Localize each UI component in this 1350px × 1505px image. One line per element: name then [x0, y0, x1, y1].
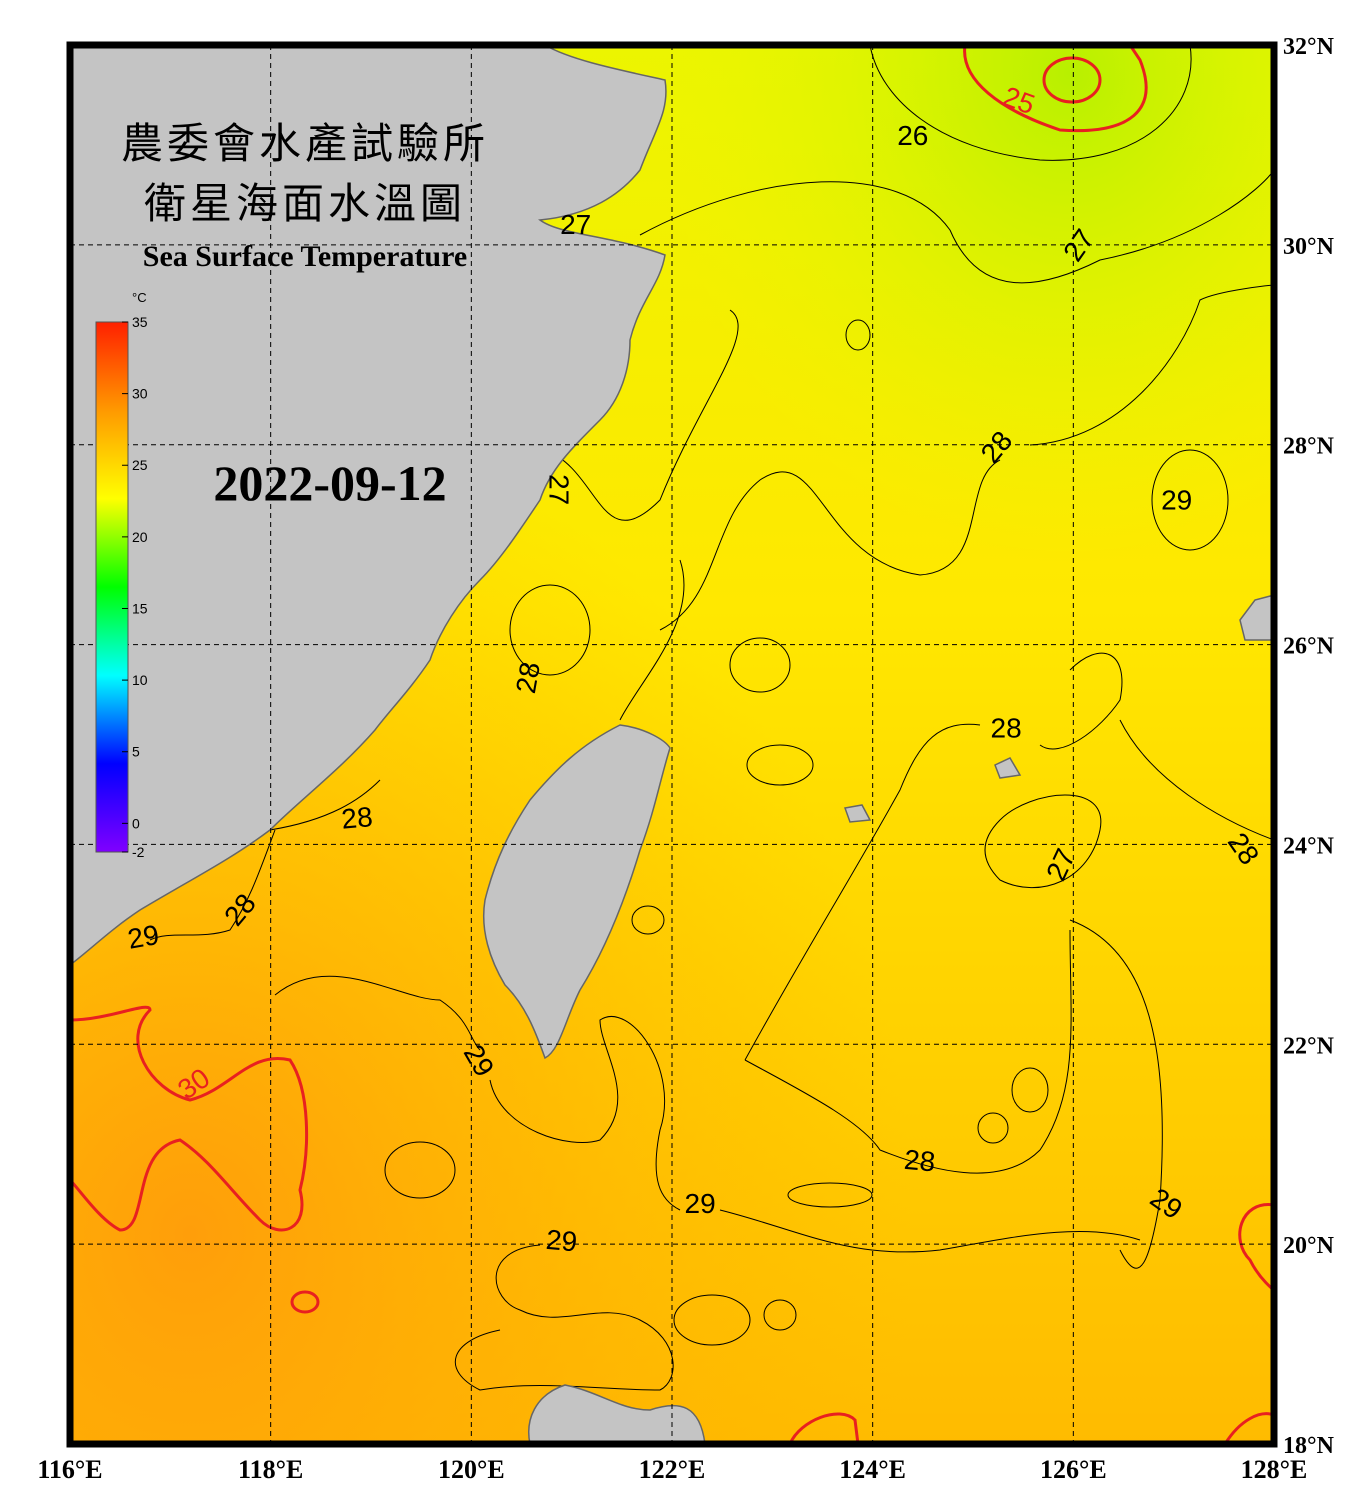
contour-line — [744, 929, 1072, 1174]
colorbar-tick-label: 0 — [132, 815, 140, 831]
contour-line — [787, 1182, 873, 1208]
red-contours — [70, 45, 1274, 1444]
island — [1239, 594, 1274, 641]
lon-label: 118°E — [238, 1455, 303, 1484]
contour-label: 28 — [903, 1144, 937, 1178]
island — [994, 757, 1022, 779]
graticule — [70, 45, 1274, 1444]
contour-line — [744, 652, 1123, 1061]
lat-label: 32°N — [1283, 34, 1335, 60]
contour-label: 28 — [340, 801, 374, 835]
contour-label: 28 — [510, 660, 546, 696]
contour-line — [845, 319, 871, 351]
contour-line — [454, 1244, 674, 1391]
contour-line — [659, 459, 1001, 631]
contour-line — [719, 1209, 1141, 1253]
map-frame — [66, 41, 1278, 1448]
contour-line — [384, 1141, 456, 1199]
contour-line — [1069, 919, 1163, 1269]
contour-line — [489, 1016, 681, 1211]
contour-line — [544, 309, 739, 521]
contour-line — [1029, 284, 1274, 446]
contour-line — [1238, 1203, 1274, 1292]
contour-line — [746, 744, 814, 786]
colorbar-tick-label: 20 — [132, 529, 148, 545]
contour-line — [963, 45, 1148, 133]
contour-line — [984, 794, 1102, 889]
colorbar-tick-label: 35 — [132, 314, 148, 330]
contour-line — [619, 559, 685, 721]
contour-line — [1042, 56, 1102, 104]
contour-line — [763, 1299, 797, 1331]
contour-line — [639, 169, 1274, 284]
colorbar — [95, 321, 129, 853]
lon-label: 120°E — [438, 1455, 505, 1484]
contours — [149, 45, 1274, 1391]
colorbar-tick-label: 15 — [132, 600, 148, 616]
lat-label: 26°N — [1283, 634, 1335, 660]
contour-label: 27 — [560, 209, 591, 240]
contour-line — [729, 637, 791, 693]
contour-label: 26 — [897, 120, 928, 151]
lon-label: 122°E — [639, 1455, 706, 1484]
axis-labels: 116°E 118°E 120°E 122°E 124°E 126°E 128°E18°N 2… — [37, 34, 1334, 1484]
island — [843, 804, 872, 823]
colorbar-ticks: 35 30 25 20 15 10 5 0 -2 — [122, 314, 148, 860]
contour-line — [869, 45, 1192, 161]
contour-line — [274, 975, 481, 1051]
taiwan — [482, 724, 671, 1060]
contour-line — [290, 1290, 320, 1314]
luzon — [528, 1384, 706, 1444]
lon-label: 126°E — [1040, 1455, 1107, 1484]
colorbar-tick-label: 5 — [132, 744, 140, 760]
contour-label: 29 — [545, 1224, 579, 1258]
lat-label: 18°N — [1283, 1433, 1335, 1459]
contour-line — [149, 779, 381, 941]
lon-label: 124°E — [839, 1455, 906, 1484]
colorbar-tick-label: 30 — [132, 386, 148, 402]
colorbar-unit: °C — [132, 290, 147, 305]
colorbar-tick-label: 10 — [132, 672, 148, 688]
contour-line — [1119, 719, 1274, 841]
contour-line — [509, 584, 591, 676]
contour-line — [631, 905, 665, 935]
contour-label: 28 — [991, 713, 1022, 744]
lat-label: 24°N — [1283, 833, 1335, 859]
lon-label: 116°E — [37, 1455, 102, 1484]
subtitle: Sea Surface Temperature — [143, 240, 467, 273]
lat-label: 28°N — [1283, 434, 1335, 460]
title-line: 衛星海面水溫圖 — [144, 182, 466, 228]
title-line: 農委會水產試驗所 — [121, 121, 489, 168]
contour-label: 29 — [125, 919, 161, 955]
contour-line — [1011, 1067, 1049, 1113]
contour-line — [70, 1005, 309, 1232]
mainland-china — [70, 45, 667, 966]
lat-label: 20°N — [1283, 1233, 1335, 1259]
contour-line — [788, 1412, 1274, 1444]
lat-label: 22°N — [1283, 1033, 1335, 1059]
lat-label: 30°N — [1283, 234, 1335, 260]
colorbar-tick-label: 25 — [132, 457, 148, 473]
land — [70, 45, 1274, 1444]
contour-label: 29 — [685, 1188, 716, 1219]
contour-line — [1151, 449, 1229, 551]
contour-line — [673, 1294, 751, 1346]
contour-label: 27 — [544, 474, 575, 505]
date: 2022-09-12 — [213, 455, 446, 511]
colorbar-tick-label: -2 — [132, 844, 145, 860]
lon-label: 128°E — [1241, 1455, 1308, 1484]
contour-label: 29 — [1161, 485, 1192, 516]
contour-line — [977, 1112, 1009, 1144]
